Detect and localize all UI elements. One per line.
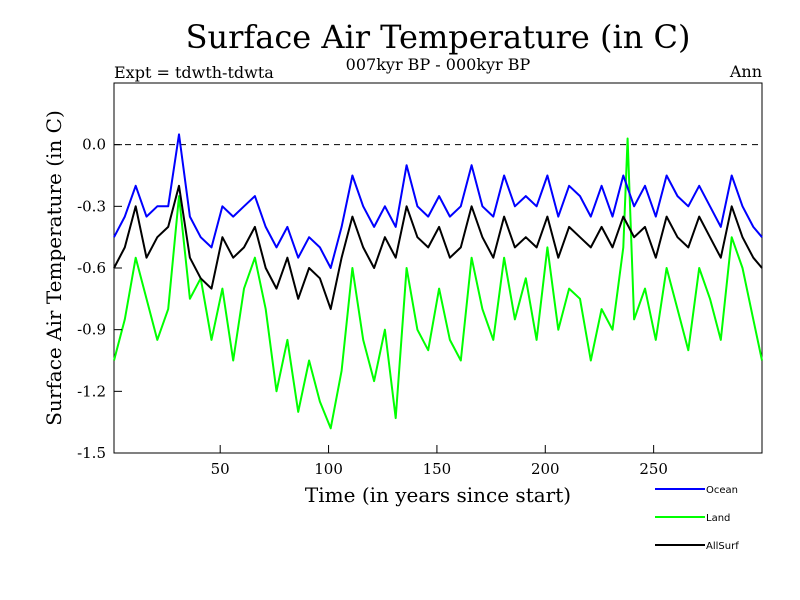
series-line-allsurf bbox=[113, 184, 763, 311]
y-tick-label: -1.2 bbox=[77, 382, 106, 400]
y-tick-label: 0.0 bbox=[82, 136, 106, 154]
y-tick-label: -0.3 bbox=[77, 197, 106, 215]
series-line-ocean bbox=[113, 133, 763, 269]
x-tick-label: 100 bbox=[314, 460, 343, 478]
series-layer bbox=[113, 133, 763, 430]
legend-label-land: Land bbox=[706, 513, 730, 524]
x-tick-label: 150 bbox=[423, 460, 452, 478]
x-axis-label: Time (in years since start) bbox=[305, 483, 571, 507]
legend-label-ocean: Ocean bbox=[706, 485, 738, 496]
season-label: Ann bbox=[729, 62, 762, 81]
y-tick-label: -0.9 bbox=[77, 321, 106, 339]
x-tick-label: 200 bbox=[531, 460, 560, 478]
experiment-label: Expt = tdwth-tdwta bbox=[114, 63, 274, 82]
y-tick-label: -0.6 bbox=[77, 259, 106, 277]
chart-subtitle: 007kyr BP - 000kyr BP bbox=[346, 55, 531, 74]
legend-label-allsurf: AllSurf bbox=[706, 541, 739, 552]
plot-frame bbox=[113, 82, 763, 454]
ticks-layer: 50 100 150 200 250 0.0 -0.3 -0.6 -0.9 -1.2 -1.5 bbox=[77, 136, 668, 478]
x-tick-label: 250 bbox=[639, 460, 668, 478]
y-axis-label: Surface Air Temperature (in C) bbox=[42, 110, 66, 426]
chart-title: Surface Air Temperature (in C) bbox=[186, 18, 691, 56]
legend: Ocean Land AllSurf bbox=[655, 485, 739, 552]
series-line-land bbox=[113, 137, 763, 430]
x-tick-label: 50 bbox=[211, 460, 230, 478]
y-tick-label: -1.5 bbox=[77, 444, 106, 462]
